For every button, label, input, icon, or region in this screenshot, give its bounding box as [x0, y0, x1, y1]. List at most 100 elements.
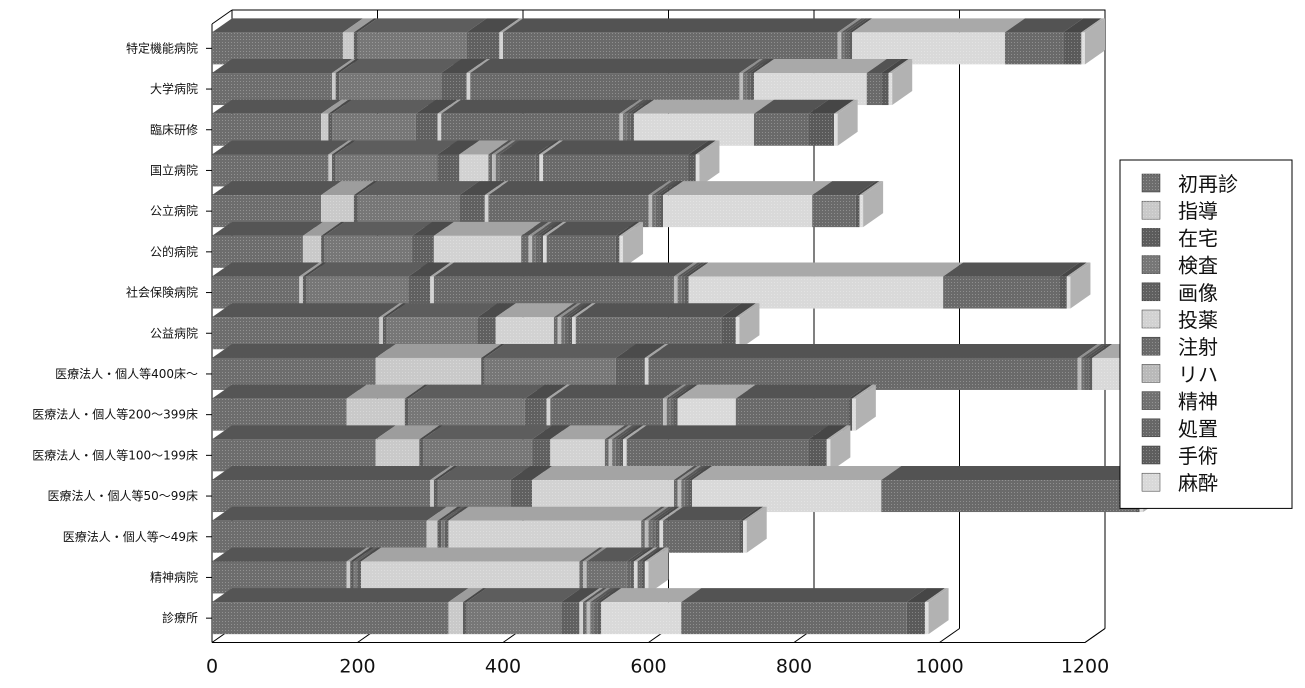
bar-segment: [630, 547, 654, 594]
bar-group: [212, 18, 1287, 635]
bar-segment: [834, 99, 858, 146]
bar-segment: [550, 425, 625, 472]
bar-segment: [335, 59, 360, 106]
bar-row: [212, 18, 1105, 65]
bar-segment: [644, 547, 669, 594]
legend-item: 精神: [1141, 390, 1218, 414]
bar-segment: [353, 18, 378, 65]
legend-label: 注射: [1178, 335, 1218, 359]
bar-segment: [466, 18, 520, 65]
bar-segment: [408, 384, 545, 431]
bar-segment: [550, 384, 684, 431]
bar-segment: [943, 262, 1080, 309]
bar-segment: [488, 140, 513, 187]
bar-segment: [324, 221, 433, 268]
bar-segment: [495, 303, 574, 350]
x-tick-label: 0: [206, 656, 218, 678]
bar-segment: [688, 466, 713, 513]
bar-segment: [615, 343, 665, 390]
legend-item: 注射: [1141, 335, 1218, 359]
bar-segment: [572, 303, 596, 350]
bar-segment: [859, 181, 884, 228]
bar-segment: [666, 384, 691, 431]
bar-segment: [212, 588, 469, 635]
bar-segment: [212, 384, 367, 431]
bar-row: [212, 384, 876, 431]
bar-segment: [379, 303, 403, 350]
bar-segment: [673, 466, 698, 513]
bar-segment: [844, 18, 869, 65]
bar-segment: [212, 181, 342, 228]
bar-segment: [321, 99, 349, 146]
bar-segment: [524, 384, 567, 431]
bar-segment: [543, 140, 709, 187]
bar-segment: [648, 506, 673, 553]
legend-item: 初再診: [1141, 172, 1238, 196]
category-label: 臨床研修: [150, 122, 198, 137]
bar-segment: [335, 140, 458, 187]
bar-segment: [422, 425, 553, 472]
bar-segment: [342, 18, 374, 65]
bar-segment: [1066, 262, 1091, 309]
bar-segment: [848, 18, 873, 65]
bar-segment: [470, 59, 760, 106]
bar-segment: [299, 262, 323, 309]
x-tick-label: 200: [339, 656, 375, 678]
bar-segment: [637, 547, 662, 594]
bar-segment: [539, 140, 564, 187]
bar-segment: [553, 303, 578, 350]
bar-row: [212, 99, 858, 146]
bar-segment: [415, 99, 458, 146]
bar-segment: [212, 262, 320, 309]
bar-segment: [441, 99, 640, 146]
bar-segment: [663, 181, 833, 228]
bar-segment: [306, 262, 429, 309]
bar-segment: [212, 303, 400, 350]
bar-segment: [1081, 343, 1105, 390]
bar-segment: [382, 303, 407, 350]
bar-segment: [579, 588, 604, 635]
bar-segment: [441, 506, 465, 553]
bar-segment: [684, 262, 709, 309]
bar-segment: [484, 181, 509, 228]
bar-segment: [564, 303, 589, 350]
bar-segment: [419, 425, 443, 472]
bar-segment: [561, 303, 585, 350]
bar-segment: [459, 140, 509, 187]
bar-segment: [328, 140, 353, 187]
bar-segment: [433, 221, 542, 268]
bar-segment: [488, 181, 669, 228]
bar-segment: [375, 425, 440, 472]
bar-segment: [1088, 343, 1113, 390]
bar-segment: [499, 18, 523, 65]
bar-segment: [437, 466, 531, 513]
bar-segment: [615, 425, 640, 472]
category-label: 医療法人・個人等100～199床: [32, 448, 198, 462]
bar-segment: [659, 506, 684, 553]
bar-segment: [557, 303, 582, 350]
bar-end-cap: [830, 425, 851, 472]
legend-label: リハ: [1178, 362, 1218, 386]
bar-segment: [837, 18, 862, 65]
bar-segment: [441, 59, 487, 106]
bar-end-cap: [746, 506, 767, 553]
bar-segment: [546, 221, 636, 268]
bar-segment: [659, 181, 684, 228]
bar-segment: [652, 506, 676, 553]
bar-segment: [546, 384, 571, 431]
bar-segment: [521, 221, 549, 268]
bar-end-cap: [1070, 262, 1091, 309]
bar-segment: [808, 425, 847, 472]
category-label: 国立病院: [150, 162, 198, 177]
bar-segment: [852, 18, 1025, 65]
bar-segment: [357, 181, 480, 228]
legend-label: 初再診: [1178, 172, 1238, 196]
bar-segment: [1059, 262, 1087, 309]
bar-segment: [212, 140, 349, 187]
bar-segment: [448, 506, 662, 553]
bar-segment: [375, 343, 502, 390]
bar-segment: [881, 466, 1156, 513]
bar-segment: [739, 506, 764, 553]
bar-segment: [539, 221, 564, 268]
